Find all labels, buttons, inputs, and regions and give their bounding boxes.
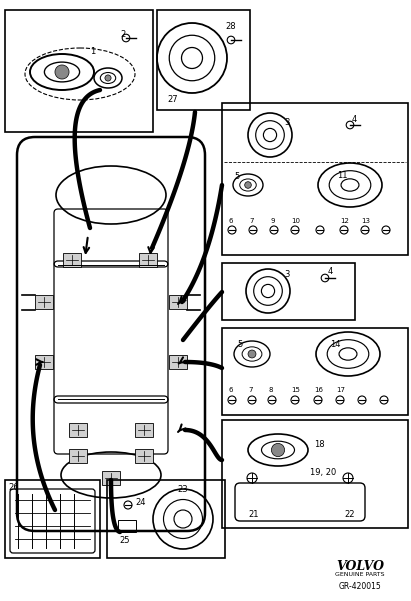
Text: 27: 27 (167, 95, 178, 104)
Bar (139, 253, 157, 267)
Bar (35, 295, 53, 309)
Bar (157, 10, 250, 110)
Bar (135, 449, 153, 463)
Text: 9: 9 (270, 218, 275, 224)
Text: 26: 26 (8, 483, 18, 492)
Bar (118, 520, 136, 532)
Text: GENUINE PARTS: GENUINE PARTS (335, 572, 385, 577)
Bar (5, 480, 100, 558)
Text: 7: 7 (249, 218, 254, 224)
Bar (35, 355, 53, 369)
Text: 28: 28 (225, 22, 236, 31)
Circle shape (271, 444, 284, 457)
Bar (169, 295, 187, 309)
Text: 16: 16 (314, 387, 323, 393)
Text: 5: 5 (234, 172, 239, 181)
Bar (222, 103, 408, 255)
Bar (5, 10, 153, 132)
Text: 18: 18 (314, 440, 325, 449)
Text: 23: 23 (177, 485, 188, 494)
Bar (69, 423, 87, 437)
Text: 14: 14 (330, 340, 340, 349)
Text: 11: 11 (337, 171, 347, 180)
Bar (69, 449, 87, 463)
Text: 5: 5 (237, 340, 242, 349)
Text: 7: 7 (248, 387, 252, 393)
Text: GR-420015: GR-420015 (339, 582, 381, 591)
Circle shape (245, 182, 251, 188)
Text: 17: 17 (336, 387, 345, 393)
Text: 3: 3 (284, 118, 289, 127)
Bar (63, 253, 81, 267)
Text: 12: 12 (340, 218, 349, 224)
Text: 1: 1 (90, 47, 95, 56)
Circle shape (248, 350, 256, 358)
Text: 19, 20: 19, 20 (310, 468, 336, 477)
Text: 21: 21 (248, 510, 259, 519)
Circle shape (105, 75, 111, 81)
Text: 4: 4 (352, 115, 357, 124)
Text: 3: 3 (284, 270, 289, 279)
Text: 4: 4 (328, 267, 333, 276)
Text: VOLVO: VOLVO (336, 560, 384, 573)
Bar (102, 471, 120, 485)
Bar (107, 480, 225, 558)
Text: 24: 24 (135, 498, 145, 507)
Text: 6: 6 (228, 218, 233, 224)
Text: 2: 2 (120, 30, 125, 39)
Text: 13: 13 (361, 218, 370, 224)
Text: 25: 25 (119, 536, 129, 545)
Text: 8: 8 (268, 387, 272, 393)
Bar (222, 263, 355, 320)
Bar (169, 355, 187, 369)
Text: 10: 10 (291, 218, 300, 224)
Bar (135, 423, 153, 437)
Text: 22: 22 (344, 510, 355, 519)
Bar (222, 420, 408, 528)
Bar (222, 328, 408, 415)
Text: 6: 6 (228, 387, 233, 393)
Circle shape (55, 65, 69, 79)
Text: 15: 15 (291, 387, 300, 393)
